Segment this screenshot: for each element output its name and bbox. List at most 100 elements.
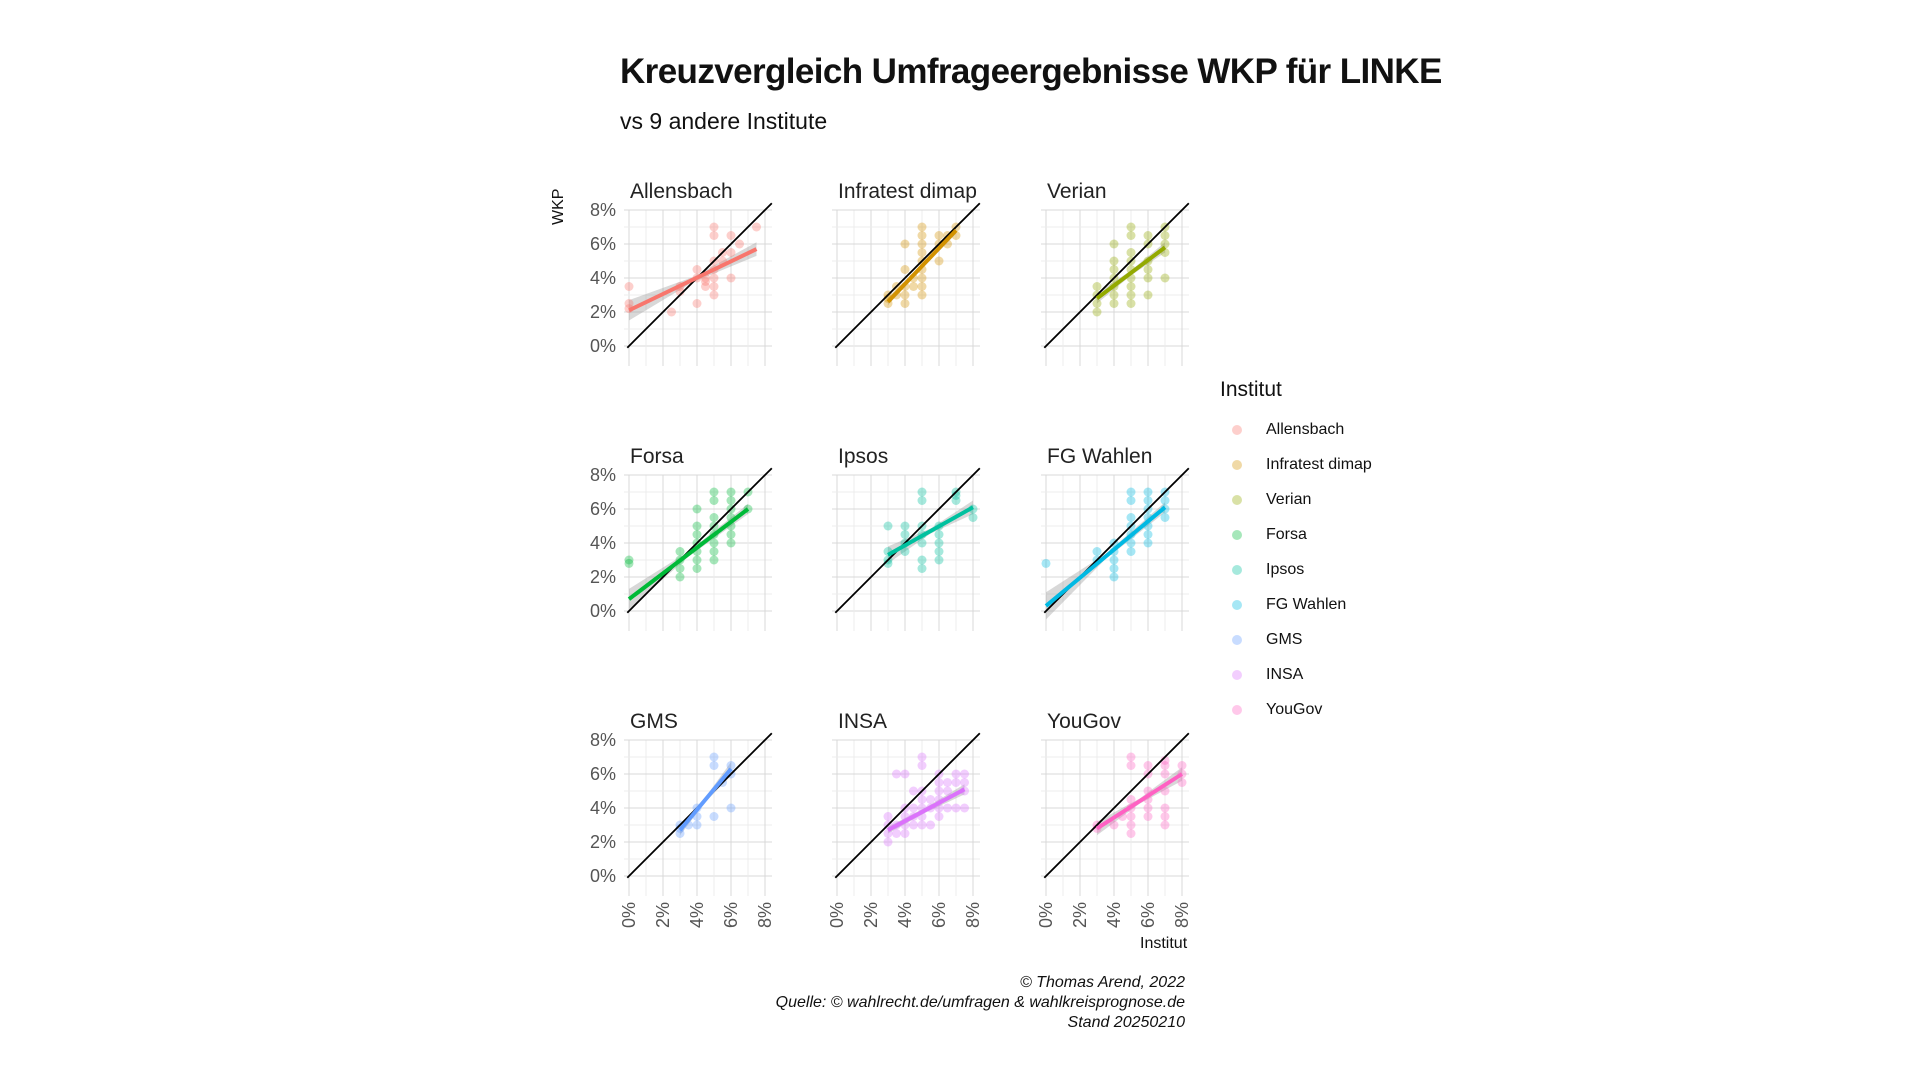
- data-point: [692, 555, 702, 565]
- data-point: [692, 299, 702, 308]
- data-point: [1126, 299, 1136, 308]
- data-point: [1041, 558, 1051, 568]
- data-point: [692, 820, 702, 830]
- data-point: [726, 273, 736, 283]
- data-point: [917, 273, 927, 283]
- data-point: [917, 795, 927, 804]
- legend-swatch: [1232, 634, 1242, 645]
- data-point: [624, 555, 634, 565]
- data-point: [1143, 231, 1153, 240]
- data-point: [900, 769, 910, 779]
- facet-title: Forsa: [630, 445, 684, 468]
- data-point: [624, 558, 634, 568]
- data-point: [951, 778, 961, 787]
- data-point: [1160, 273, 1170, 283]
- x-tick-label: 8%: [755, 902, 775, 928]
- y-tick-label: 4%: [590, 268, 616, 288]
- data-point: [726, 496, 736, 505]
- data-point: [709, 496, 719, 505]
- data-point: [1109, 256, 1119, 266]
- x-tick-label: 8%: [963, 902, 983, 928]
- regression-line: [627, 507, 750, 601]
- facet-panel: Allensbach 0% 2% 4% 6% 8%: [590, 180, 773, 366]
- facet-panel: Infratest dimap: [832, 180, 981, 366]
- data-point: [892, 829, 901, 838]
- data-point: [892, 769, 901, 779]
- data-point: [943, 803, 952, 813]
- y-tick-label: 4%: [590, 533, 616, 553]
- chart-subtitle: vs 9 andere Institute: [620, 108, 828, 134]
- data-point: [709, 273, 719, 283]
- data-point: [943, 778, 952, 787]
- y-tick-label: 0%: [590, 866, 616, 886]
- facet-panel: Forsa 0% 2% 4% 6% 8%: [590, 445, 773, 631]
- data-point: [1109, 820, 1119, 830]
- data-point: [624, 299, 634, 308]
- data-point: [1160, 769, 1170, 779]
- data-point: [917, 752, 927, 762]
- caption-date: Stand 20250210: [1067, 1014, 1185, 1031]
- data-point: [1126, 547, 1136, 556]
- y-tick-label: 6%: [590, 499, 616, 519]
- caption-author: © Thomas Arend, 2022: [1019, 974, 1185, 991]
- y-tick-label: 0%: [590, 601, 616, 621]
- legend-item: YouGov: [1220, 692, 1372, 727]
- data-point: [934, 547, 944, 556]
- x-tick-label: 8%: [1172, 902, 1192, 928]
- data-point: [1109, 572, 1119, 582]
- data-point: [1143, 803, 1153, 813]
- facet-title: YouGov: [1047, 710, 1121, 733]
- data-point: [1160, 513, 1170, 522]
- data-point: [900, 521, 910, 531]
- data-point: [1160, 761, 1170, 770]
- legend-label: FG Wahlen: [1266, 595, 1347, 613]
- data-point: [934, 538, 944, 548]
- data-point: [1126, 761, 1136, 770]
- regression-line: [678, 767, 733, 832]
- facet-panel: INSA 0% 2% 4% 6% 8%: [827, 710, 983, 928]
- data-point: [968, 513, 978, 522]
- x-tick-label: 2%: [1070, 902, 1090, 928]
- data-point: [900, 299, 910, 308]
- data-point: [1126, 513, 1136, 522]
- data-point: [709, 812, 719, 821]
- reference-line-identity: [1043, 732, 1190, 879]
- data-point: [1126, 282, 1136, 291]
- reference-line-identity: [834, 202, 981, 349]
- legend-item: Allensbach: [1220, 412, 1372, 447]
- legend-item: Infratest dimap: [1220, 447, 1372, 482]
- data-point: [667, 307, 676, 317]
- data-point: [934, 231, 944, 240]
- data-point: [709, 290, 719, 300]
- facet-title: Verian: [1047, 180, 1107, 203]
- legend-item: INSA: [1220, 657, 1372, 692]
- y-tick-label: 4%: [590, 798, 616, 818]
- caption: © Thomas Arend, 2022 Quelle: © wahlrecht…: [776, 973, 1185, 1033]
- data-point: [1143, 496, 1153, 505]
- data-point: [692, 504, 702, 514]
- data-point: [709, 231, 719, 240]
- data-point: [1126, 538, 1136, 548]
- data-point: [1126, 752, 1136, 762]
- facet-panel: Ipsos: [832, 445, 981, 631]
- data-point: [1160, 786, 1170, 796]
- data-point: [709, 547, 719, 556]
- data-point: [883, 837, 893, 847]
- data-point: [675, 564, 685, 573]
- data-point: [1109, 290, 1119, 300]
- data-point: [909, 803, 918, 813]
- regression-line: [628, 247, 758, 313]
- data-point: [675, 572, 685, 582]
- facet-title: GMS: [630, 710, 678, 733]
- data-point: [900, 239, 910, 249]
- data-point: [926, 795, 935, 804]
- data-point: [951, 803, 961, 813]
- facet-title: FG Wahlen: [1047, 445, 1152, 468]
- data-point: [917, 231, 927, 240]
- legend-swatch: [1232, 704, 1242, 715]
- data-point: [624, 282, 634, 291]
- data-point: [917, 282, 927, 291]
- data-point: [960, 803, 969, 813]
- regression-line: [886, 229, 958, 304]
